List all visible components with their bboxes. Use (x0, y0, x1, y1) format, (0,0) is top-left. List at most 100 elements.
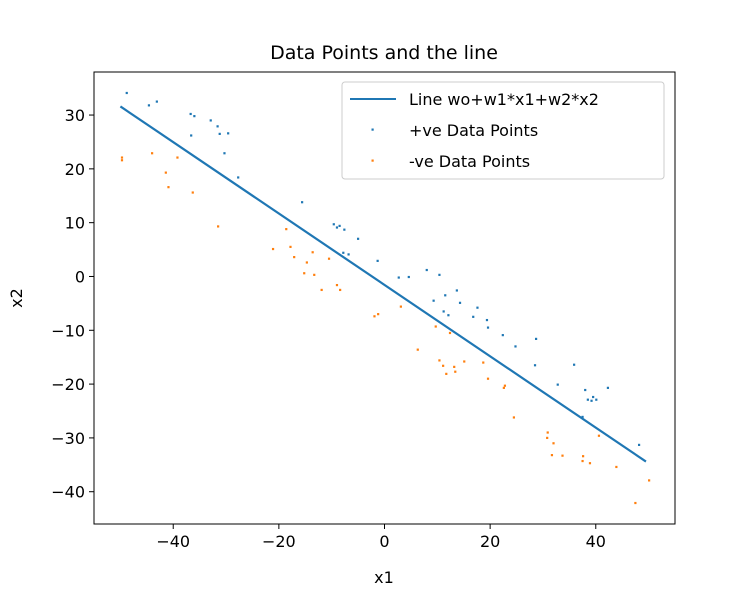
positive-data-point (442, 310, 445, 313)
y-tick-label: −20 (51, 375, 85, 394)
positive-data-point (376, 259, 379, 262)
positive-data-point (444, 294, 447, 297)
negative-data-point (120, 156, 124, 159)
negative-data-point (339, 288, 342, 292)
positive-data-point (592, 395, 595, 399)
negative-data-point (442, 364, 445, 367)
positive-data-point (458, 301, 462, 304)
positive-data-point (501, 334, 504, 337)
y-tick-label: 20 (65, 160, 85, 179)
negative-data-point (454, 370, 457, 373)
positive-data-point (347, 253, 350, 256)
positive-data-point (476, 306, 479, 309)
negative-data-point (588, 462, 592, 465)
negative-data-point (167, 186, 170, 189)
negative-data-point (434, 325, 437, 328)
positive-data-point (343, 228, 346, 231)
negative-data-point (552, 442, 555, 445)
negative-data-point (438, 359, 441, 362)
decision-line (119, 105, 647, 463)
y-tick-label: −30 (51, 429, 85, 448)
negative-data-point (151, 152, 154, 155)
positive-data-point (332, 223, 335, 226)
legend-label-positive: +ve Data Points (409, 121, 538, 140)
negative-data-point (634, 501, 637, 505)
y-axis: −40 −30 −20 −10 0 10 20 30 (51, 106, 94, 502)
positive-data-point (397, 276, 400, 279)
positive-data-point (533, 364, 537, 367)
negative-data-point (448, 331, 452, 335)
positive-data-point (356, 237, 360, 240)
legend-label-line: Line wo+w1*x1+w2*x2 (409, 90, 599, 109)
plot-area (119, 91, 651, 505)
negative-data-point (327, 257, 331, 260)
positive-data-point (147, 104, 151, 107)
positive-data-point (223, 152, 226, 155)
legend-positive-swatch (371, 128, 374, 131)
y-tick-label: 0 (75, 267, 85, 286)
negative-data-point (217, 225, 220, 228)
positive-data-point (472, 315, 475, 318)
negative-data-point (561, 454, 564, 457)
negative-data-point (416, 348, 419, 351)
positive-data-point (342, 251, 345, 254)
negative-data-point (453, 365, 456, 368)
positive-data-point (573, 363, 576, 366)
negative-data-point (581, 459, 584, 463)
positive-data-point (193, 115, 196, 118)
positive-data-point (581, 415, 584, 419)
negative-data-point (512, 416, 516, 419)
positive-data-point (455, 289, 458, 292)
legend-label-negative: -ve Data Points (409, 152, 530, 171)
negative-data-point (377, 313, 380, 316)
negative-data-point (320, 288, 323, 292)
legend: Line wo+w1*x1+w2*x2 +ve Data Points -ve … (341, 81, 665, 180)
negative-data-point (486, 377, 490, 380)
positive-data-point (155, 100, 158, 103)
x-axis: −40 −20 0 20 40 (156, 524, 606, 551)
positive-data-point (432, 299, 435, 302)
negative-data-point (581, 455, 585, 458)
legend-negative-swatch (371, 159, 374, 162)
negative-data-point (546, 431, 549, 434)
x-tick-label: −40 (156, 532, 190, 551)
x-tick-label: 40 (586, 532, 606, 551)
x-tick-label: −20 (262, 532, 296, 551)
negative-data-point (271, 247, 275, 251)
positive-data-point (514, 345, 517, 348)
positive-data-point (425, 268, 428, 272)
negative-data-point (482, 361, 485, 364)
positive-data-point (595, 398, 598, 401)
negative-data-point (550, 454, 554, 457)
positive-data-point (447, 314, 450, 317)
negative-data-point (335, 283, 339, 287)
positive-data-point (485, 318, 489, 322)
positive-data-point (590, 399, 593, 402)
y-axis-label: x2 (7, 288, 26, 308)
negative-data-point (373, 315, 376, 318)
y-tick-label: −10 (51, 321, 85, 340)
negative-data-point (289, 245, 292, 248)
y-tick-label: 10 (65, 214, 85, 233)
negative-data-point (303, 272, 306, 275)
positive-data-point (584, 388, 587, 392)
negative-data-point (305, 261, 308, 264)
positive-data-point (637, 443, 641, 446)
x-tick-label: 20 (480, 532, 500, 551)
x-tick-label: 0 (379, 532, 389, 551)
negative-data-point (502, 386, 505, 389)
negative-data-point (120, 159, 124, 162)
negative-data-point (597, 434, 601, 437)
negative-data-point (463, 360, 466, 363)
positive-data-point (586, 398, 589, 401)
y-tick-label: −40 (51, 483, 85, 502)
positive-data-point (606, 386, 610, 389)
negative-data-point (503, 384, 507, 387)
negative-data-point (546, 436, 549, 440)
positive-data-point (534, 337, 538, 340)
legend-box (341, 81, 665, 180)
negative-data-point (293, 256, 296, 259)
negative-data-point (615, 465, 618, 469)
negative-data-point (399, 305, 402, 308)
